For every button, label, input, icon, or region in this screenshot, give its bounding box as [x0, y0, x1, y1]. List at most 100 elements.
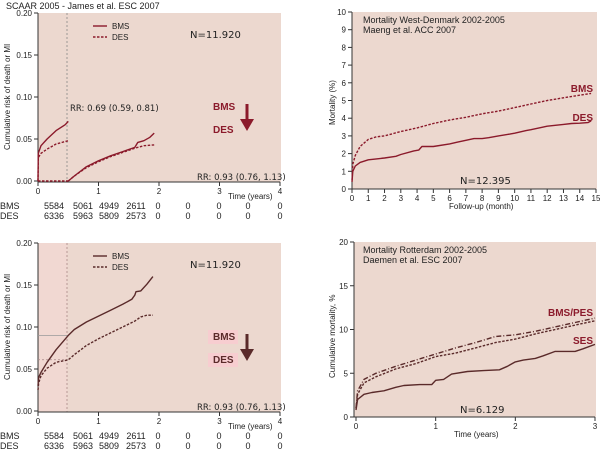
y-axis-title: Mortality (%) — [328, 80, 337, 125]
sample-size-label: N=12.395 — [460, 176, 511, 187]
risk-table-cell: 0 — [277, 441, 282, 451]
x-tick-label: 1 — [366, 194, 371, 203]
y-tick-label: 10 — [339, 326, 348, 335]
risk-table-cell: 0 — [185, 431, 190, 441]
sample-size-label: N=6.129 — [460, 405, 505, 416]
risk-table-cell: 0 — [277, 201, 282, 211]
risk-table-cell: 0 — [185, 211, 190, 221]
rr-label: RR: 0.93 (0.76, 1.13) — [197, 403, 286, 413]
risk-table-cell: 0 — [155, 431, 160, 441]
risk-table-cell: 0 — [216, 201, 221, 211]
y-tick-label: 2 — [342, 150, 347, 159]
risk-table-cell: 0 — [216, 211, 221, 221]
x-tick-label: 1 — [96, 417, 101, 426]
arrow-label-bms: BMS — [213, 332, 236, 343]
risk-table-cell: 0 — [245, 201, 250, 211]
x-tick-label: 2 — [157, 187, 162, 196]
plot-background — [352, 12, 597, 189]
risk-table-cell: 2611 — [126, 201, 145, 211]
y-tick-label: 0 — [344, 413, 349, 422]
x-tick-label: 11 — [527, 194, 536, 203]
risk-table-cell: 0 — [155, 201, 160, 211]
arrow-label-des: DES — [213, 355, 234, 366]
down-arrow-icon — [240, 334, 254, 361]
plot-background — [38, 13, 281, 182]
risk-table-cell: 5809 — [99, 441, 119, 451]
chart-title: Mortality Rotterdam 2002-2005 — [363, 245, 487, 255]
panel-rotterdam: Mortality Rotterdam 2002-2005 Daemen et … — [328, 238, 598, 439]
series-line-bms — [37, 276, 154, 386]
x-tick-label: 0 — [350, 194, 355, 203]
x-tick-label: 3 — [217, 187, 222, 196]
y-tick-label: 9 — [342, 26, 347, 35]
risk-table-cell: 2573 — [126, 211, 146, 221]
risk-table-cell: 4949 — [99, 201, 119, 211]
x-axis-title: Follow-up (month) — [449, 202, 514, 211]
plot-background — [354, 242, 596, 417]
x-tick-label: 12 — [543, 194, 552, 203]
y-tick-label: 6 — [342, 79, 347, 88]
x-tick-label: 3 — [399, 194, 404, 203]
x-tick-label: 10 — [510, 194, 519, 203]
risk-table-cell: 0 — [185, 201, 190, 211]
chart-subtitle: Maeng et al. ACC 2007 — [363, 25, 456, 35]
y-tick-label: 0.10 — [16, 93, 32, 102]
risk-table-cell: 0 — [155, 441, 160, 451]
series-line-bms — [355, 317, 596, 409]
risk-table-cell: 4949 — [99, 431, 119, 441]
bms-highlight — [208, 330, 238, 344]
x-tick-label: 4 — [415, 194, 420, 203]
series-label-bms: BMS — [571, 84, 594, 95]
risk-table-row-label: DES — [0, 211, 19, 221]
y-tick-label: 0.15 — [16, 51, 32, 60]
rr-late-label: RR: 0.93 (0.76, 1.13) — [197, 173, 286, 183]
risk-table-cell: 0 — [245, 441, 250, 451]
y-tick-label: 0.05 — [16, 135, 32, 144]
y-tick-label: 0.05 — [16, 365, 32, 374]
y-tick-label: 7 — [342, 61, 347, 70]
risk-table-row-label: BMS — [0, 201, 20, 211]
x-tick-label: 2 — [382, 194, 387, 203]
risk-table-cell: 0 — [216, 441, 221, 451]
series-label-des: DES — [572, 113, 593, 124]
x-tick-label: 3 — [217, 417, 222, 426]
risk-table-cell: 5963 — [73, 211, 93, 221]
y-tick-label: 0.20 — [16, 239, 32, 248]
y-tick-label: 0.15 — [16, 281, 32, 290]
y-tick-label: 0.00 — [16, 177, 32, 186]
risk-table-cell: 5809 — [99, 211, 119, 221]
legend-des-label: DES — [112, 263, 128, 272]
rr-early-label: RR: 0.69 (0.59, 0.81) — [70, 104, 159, 114]
series-label-ses: SES — [573, 336, 593, 347]
sample-size-label: N=11.920 — [190, 260, 241, 271]
y-axis-title: Cumulative risk of death or MI — [3, 274, 12, 380]
down-arrow-icon — [240, 104, 254, 131]
risk-table-cell: 0 — [185, 441, 190, 451]
risk-table-cell: 0 — [245, 431, 250, 441]
chart-title: Mortality West-Denmark 2002-2005 — [363, 15, 505, 25]
risk-table-cell: 2611 — [126, 431, 145, 441]
x-tick-label: 2 — [513, 422, 518, 431]
y-axis-title: Cumulative mortality, % — [328, 295, 337, 378]
y-tick-label: 0.10 — [16, 323, 32, 332]
x-axis-title: Time (years) — [454, 430, 499, 439]
y-tick-label: 10 — [337, 8, 346, 17]
y-tick-label: 0 — [342, 185, 347, 194]
series-line-des — [37, 140, 69, 182]
legend-bms-label: BMS — [112, 252, 129, 261]
risk-table-cell: 5584 — [44, 201, 64, 211]
x-tick-label: 15 — [592, 194, 600, 203]
x-tick-label: 2 — [157, 417, 162, 426]
risk-table-cell: 0 — [216, 431, 221, 441]
x-tick-label: 1 — [96, 187, 101, 196]
y-tick-label: 0.20 — [16, 9, 32, 18]
risk-table-cell: 5061 — [73, 201, 93, 211]
arrow-label-bms: BMS — [213, 102, 236, 113]
plot-background — [38, 243, 281, 412]
series-line-ses — [355, 343, 596, 411]
risk-table-row-label: BMS — [0, 431, 20, 441]
y-tick-label: 1 — [342, 167, 347, 176]
x-tick-label: 1 — [433, 422, 438, 431]
risk-table-cell: 6336 — [44, 211, 64, 221]
